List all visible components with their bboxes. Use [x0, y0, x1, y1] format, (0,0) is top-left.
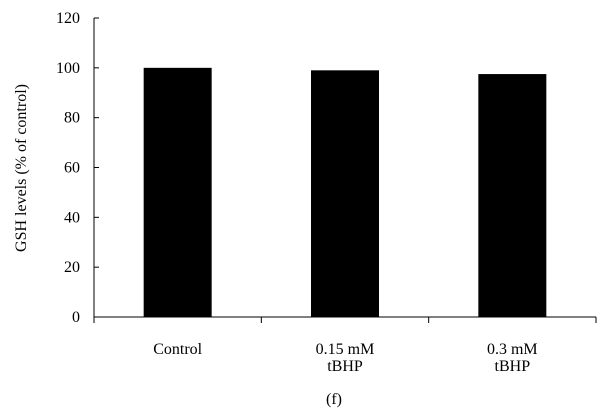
panel-label: (f)	[326, 391, 342, 408]
x-ticks: Control 0.15 mM tBHP 0.3 mM tBHP	[93, 317, 597, 375]
x-axis: Control 0.15 mM tBHP 0.3 mM tBHP	[93, 316, 597, 375]
y-ticks: 0 20 40 60 80 100 120	[56, 10, 99, 326]
y-tick-label: 0	[72, 309, 80, 326]
y-axis-label: GSH levels (% of control)	[13, 84, 30, 252]
y-tick-label: 120	[56, 10, 80, 27]
bars	[143, 67, 547, 317]
y-axis: 0 20 40 60 80 100 120	[56, 10, 99, 326]
y-tick-label: 100	[56, 60, 80, 77]
y-tick-label: 40	[64, 209, 80, 226]
x-tick-label: 0.3 mM tBHP	[487, 341, 538, 375]
bar	[143, 67, 212, 317]
x-tick-label: Control	[153, 341, 202, 358]
bar	[478, 74, 547, 317]
x-tick-label: 0.15 mM tBHP	[316, 341, 375, 375]
y-tick-label: 60	[64, 160, 80, 177]
y-tick-label: 80	[64, 110, 80, 127]
y-tick-label: 20	[64, 259, 80, 276]
bar	[311, 70, 379, 317]
